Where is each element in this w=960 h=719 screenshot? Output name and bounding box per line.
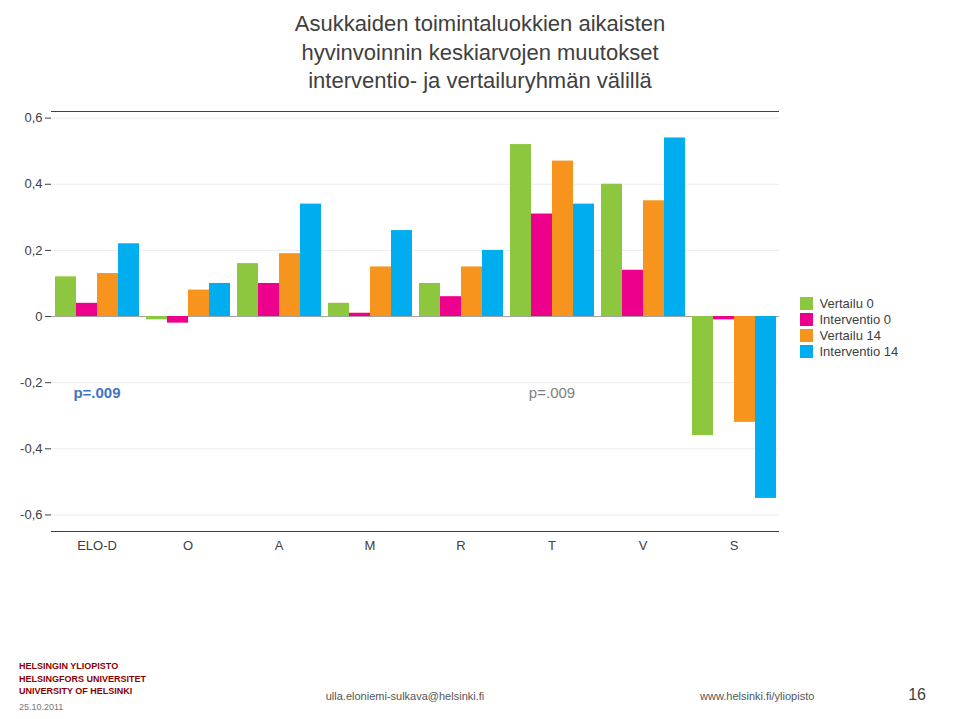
svg-text:0,6: 0,6 bbox=[24, 110, 42, 125]
svg-text:0,2: 0,2 bbox=[24, 242, 42, 257]
svg-text:0,4: 0,4 bbox=[24, 176, 42, 191]
html-text:Vertailu 14: Vertailu 14 bbox=[819, 327, 881, 343]
svg-text:O: O bbox=[183, 538, 193, 553]
svg-text:M: M bbox=[365, 538, 376, 553]
html-text:Interventio 14: Interventio 14 bbox=[819, 343, 899, 359]
svg-text:-0,6: -0,6 bbox=[20, 507, 42, 522]
svg-text:p=.009: p=.009 bbox=[73, 384, 120, 401]
html-text:HELSINGIN YLIOPISTO HELSINGFOR: HELSINGIN YLIOPISTO HELSINGFORS UNIVERSI… bbox=[19, 661, 146, 697]
html-text:16: 16 bbox=[908, 686, 926, 703]
html-text:Interventio 0: Interventio 0 bbox=[819, 311, 891, 327]
html-text:25.10.2011: 25.10.2011 bbox=[19, 702, 64, 712]
svg-text:R: R bbox=[456, 538, 465, 553]
html-text:www.helsinki.fi/yliopisto: www.helsinki.fi/yliopisto bbox=[700, 690, 815, 702]
svg-text:0: 0 bbox=[35, 308, 42, 323]
svg-text:-0,2: -0,2 bbox=[20, 375, 42, 390]
svg-text:p=.009: p=.009 bbox=[529, 384, 575, 401]
svg-text:T: T bbox=[548, 538, 556, 553]
html-text:ulla.eloniemi-sulkava@helsinki: ulla.eloniemi-sulkava@helsinki.fi bbox=[325, 690, 485, 702]
svg-text:A: A bbox=[275, 538, 284, 553]
svg-text:-0,4: -0,4 bbox=[20, 441, 42, 456]
svg-text:ELO-D: ELO-D bbox=[77, 538, 117, 553]
svg-text:S: S bbox=[730, 538, 739, 553]
svg-text:V: V bbox=[639, 538, 648, 553]
html-text:Asukkaiden toimintaluokkien ai: Asukkaiden toimintaluokkien aikaisten hy… bbox=[294, 11, 666, 94]
html-text:Vertailu 0: Vertailu 0 bbox=[819, 295, 874, 311]
